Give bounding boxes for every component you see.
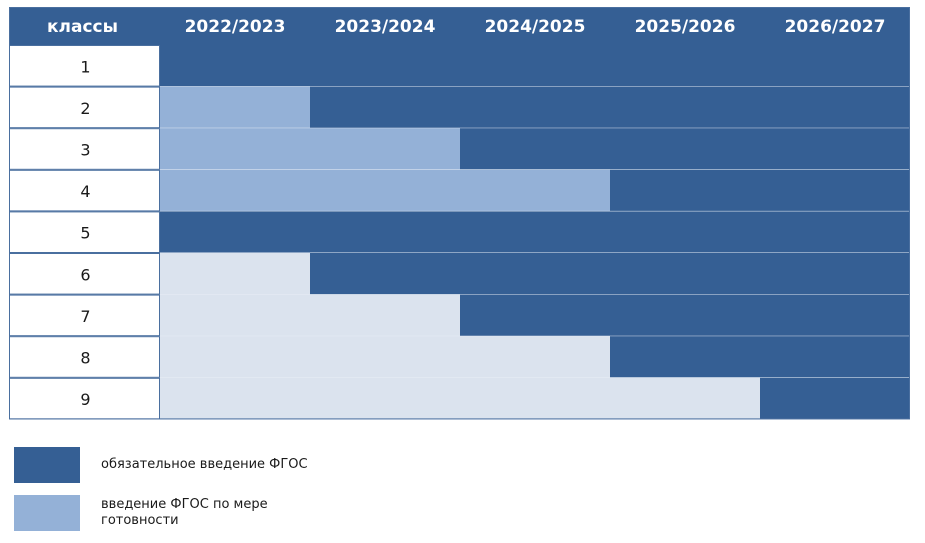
- legend-item-readiness: введение ФГОС по мере готовности: [14, 495, 311, 531]
- cell-class5-2025-2026: [610, 211, 760, 253]
- cell-class4-2023-2024: [310, 169, 460, 212]
- header-year-2025-2026: 2025/2026: [635, 17, 736, 37]
- cell-class8-2024-2025: [460, 336, 610, 378]
- cell-class2-2023-2024: [310, 86, 460, 129]
- fgos-schedule-chart: классы 2022/2023 2023/2024 2024/2025 2025/20…: [9, 7, 911, 420]
- cell-class7-2025-2026: [610, 294, 760, 337]
- legend-label-mandatory: обязательное введение ФГОС: [101, 457, 308, 472]
- header-classes-label: классы: [47, 17, 118, 37]
- grid-outline: [9, 7, 910, 420]
- header-year-2022-2023: 2022/2023: [185, 17, 286, 37]
- cell-class6-2022-2023: [160, 253, 310, 295]
- cell-class1-2026-2027: [760, 45, 910, 87]
- cell-class8-2022-2023: [160, 336, 310, 378]
- class-label-7: 7: [80, 307, 90, 326]
- cell-class3-2022-2023: [160, 128, 310, 170]
- class-label-8: 8: [80, 349, 90, 368]
- cell-class8-2025-2026: [610, 336, 760, 378]
- cell-class1-2025-2026: [610, 45, 760, 87]
- cell-class2-2026-2027: [760, 86, 910, 129]
- cell-class7-2023-2024: [310, 294, 460, 337]
- class-label-6: 6: [80, 265, 90, 284]
- header-year-2024-2025: 2024/2025: [485, 17, 586, 37]
- cell-class5-2023-2024: [310, 211, 460, 253]
- class-cell-1: [9, 45, 160, 87]
- cell-class5-2024-2025: [460, 211, 610, 253]
- cell-class6-2026-2027: [760, 253, 910, 295]
- cell-class5-2026-2027: [760, 211, 910, 253]
- cell-class2-2022-2023: [160, 86, 310, 129]
- class-label-1: 1: [80, 57, 90, 76]
- header-year-2026-2027: 2026/2027: [785, 17, 886, 37]
- cell-class4-2026-2027: [760, 169, 910, 212]
- cell-class9-2026-2027: [760, 377, 910, 420]
- legend-item-mandatory: обязательное введение ФГОС: [14, 447, 311, 483]
- class-label-5: 5: [80, 224, 90, 243]
- cell-class2-2025-2026: [610, 86, 760, 129]
- cell-class1-2022-2023: [160, 45, 310, 87]
- cell-class8-2026-2027: [760, 336, 910, 378]
- cell-class8-2023-2024: [310, 336, 460, 378]
- legend-label-readiness: введение ФГОС по мере готовности: [101, 497, 268, 528]
- class-cell-2: [9, 86, 160, 129]
- cell-class9-2022-2023: [160, 377, 310, 420]
- cell-class1-2023-2024: [310, 45, 460, 87]
- cell-class6-2023-2024: [310, 253, 460, 295]
- legend-swatch-readiness: [14, 495, 80, 531]
- class-cell-8: [9, 336, 160, 378]
- cell-class6-2024-2025: [460, 253, 610, 295]
- header-row: [9, 7, 910, 45]
- cell-class3-2025-2026: [610, 128, 760, 170]
- cell-class9-2023-2024: [310, 377, 460, 420]
- legend: обязательное введение ФГОС введение ФГОС…: [14, 447, 311, 543]
- cell-class7-2024-2025: [460, 294, 610, 337]
- cell-class9-2024-2025: [460, 377, 610, 420]
- class-label-3: 3: [80, 141, 90, 160]
- class-label-2: 2: [80, 99, 90, 118]
- header-year-2023-2024: 2023/2024: [335, 17, 436, 37]
- class-label-9: 9: [80, 390, 90, 409]
- cell-class9-2025-2026: [610, 377, 760, 420]
- cell-class3-2024-2025: [460, 128, 610, 170]
- schedule-grid: классы 2022/2023 2023/2024 2024/2025 2025/20…: [9, 7, 910, 420]
- cell-class1-2024-2025: [460, 45, 610, 87]
- cell-class3-2026-2027: [760, 128, 910, 170]
- cell-class4-2022-2023: [160, 169, 310, 212]
- cell-class4-2024-2025: [460, 169, 610, 212]
- cell-class7-2022-2023: [160, 294, 310, 337]
- cell-class4-2025-2026: [610, 169, 760, 212]
- cell-class3-2023-2024: [310, 128, 460, 170]
- cell-class2-2024-2025: [460, 86, 610, 129]
- cell-class6-2025-2026: [610, 253, 760, 295]
- legend-swatch-mandatory: [14, 447, 80, 483]
- class-cell-6: [9, 253, 160, 295]
- class-cell-7: [9, 294, 160, 337]
- class-label-4: 4: [80, 182, 90, 201]
- cell-class5-2022-2023: [160, 211, 310, 253]
- class-cell-4: [9, 169, 160, 212]
- cell-class7-2026-2027: [760, 294, 910, 337]
